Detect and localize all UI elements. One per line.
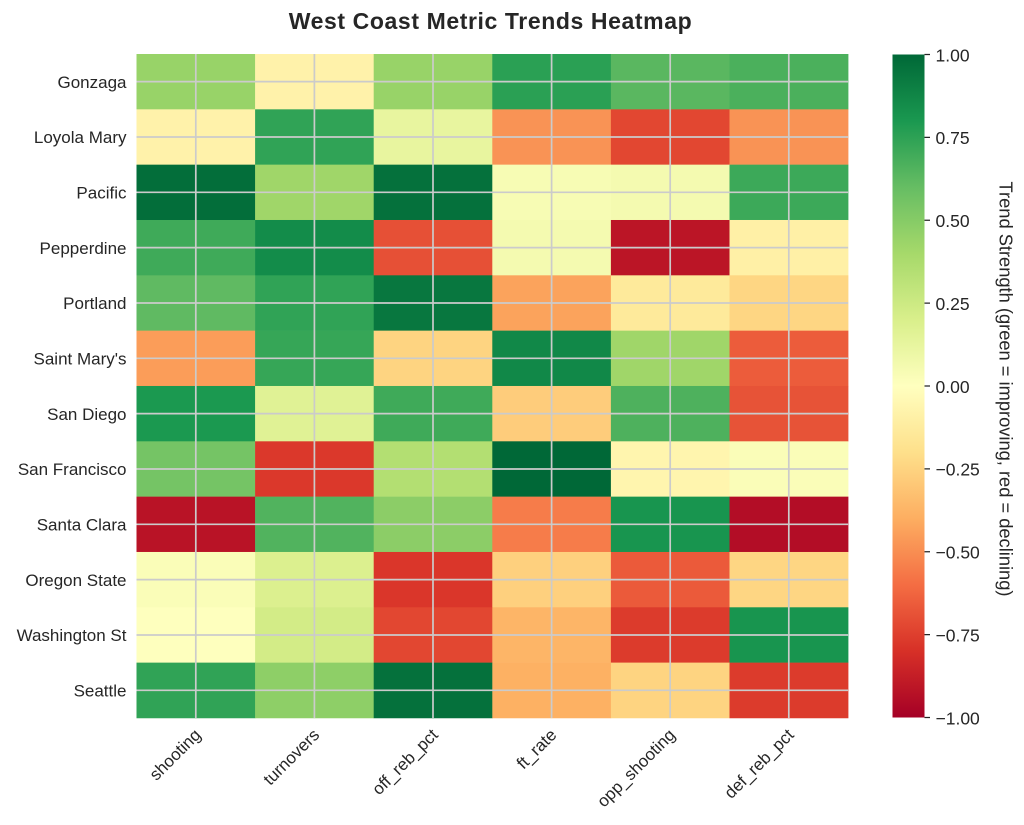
- svg-text:Oregon State: Oregon State: [25, 571, 126, 590]
- svg-text:0.25: 0.25: [936, 294, 970, 314]
- svg-text:Portland: Portland: [63, 294, 126, 313]
- svg-text:West Coast Metric Trends Heatm: West Coast Metric Trends Heatmap: [289, 8, 693, 34]
- svg-text:0.75: 0.75: [936, 128, 970, 148]
- svg-text:0.50: 0.50: [936, 211, 970, 231]
- svg-text:Saint Mary's: Saint Mary's: [34, 350, 127, 369]
- svg-text:−0.50: −0.50: [936, 543, 981, 563]
- svg-text:1.00: 1.00: [936, 45, 970, 65]
- svg-text:−1.00: −1.00: [936, 708, 981, 728]
- svg-text:−0.75: −0.75: [936, 625, 980, 645]
- svg-text:−0.25: −0.25: [936, 460, 980, 480]
- svg-text:Seattle: Seattle: [74, 682, 127, 701]
- svg-text:Santa Clara: Santa Clara: [37, 516, 127, 535]
- svg-text:Loyola Mary: Loyola Mary: [34, 128, 127, 147]
- svg-text:0.00: 0.00: [936, 377, 970, 397]
- svg-text:San Diego: San Diego: [47, 405, 126, 424]
- svg-text:Pepperdine: Pepperdine: [40, 239, 127, 258]
- svg-text:Gonzaga: Gonzaga: [58, 73, 128, 92]
- svg-text:Trend Strength (green = improv: Trend Strength (green = improving, red =…: [996, 182, 1017, 597]
- svg-text:Pacific: Pacific: [76, 184, 127, 203]
- svg-text:Washington St: Washington St: [17, 626, 127, 645]
- svg-text:San Francisco: San Francisco: [18, 460, 127, 479]
